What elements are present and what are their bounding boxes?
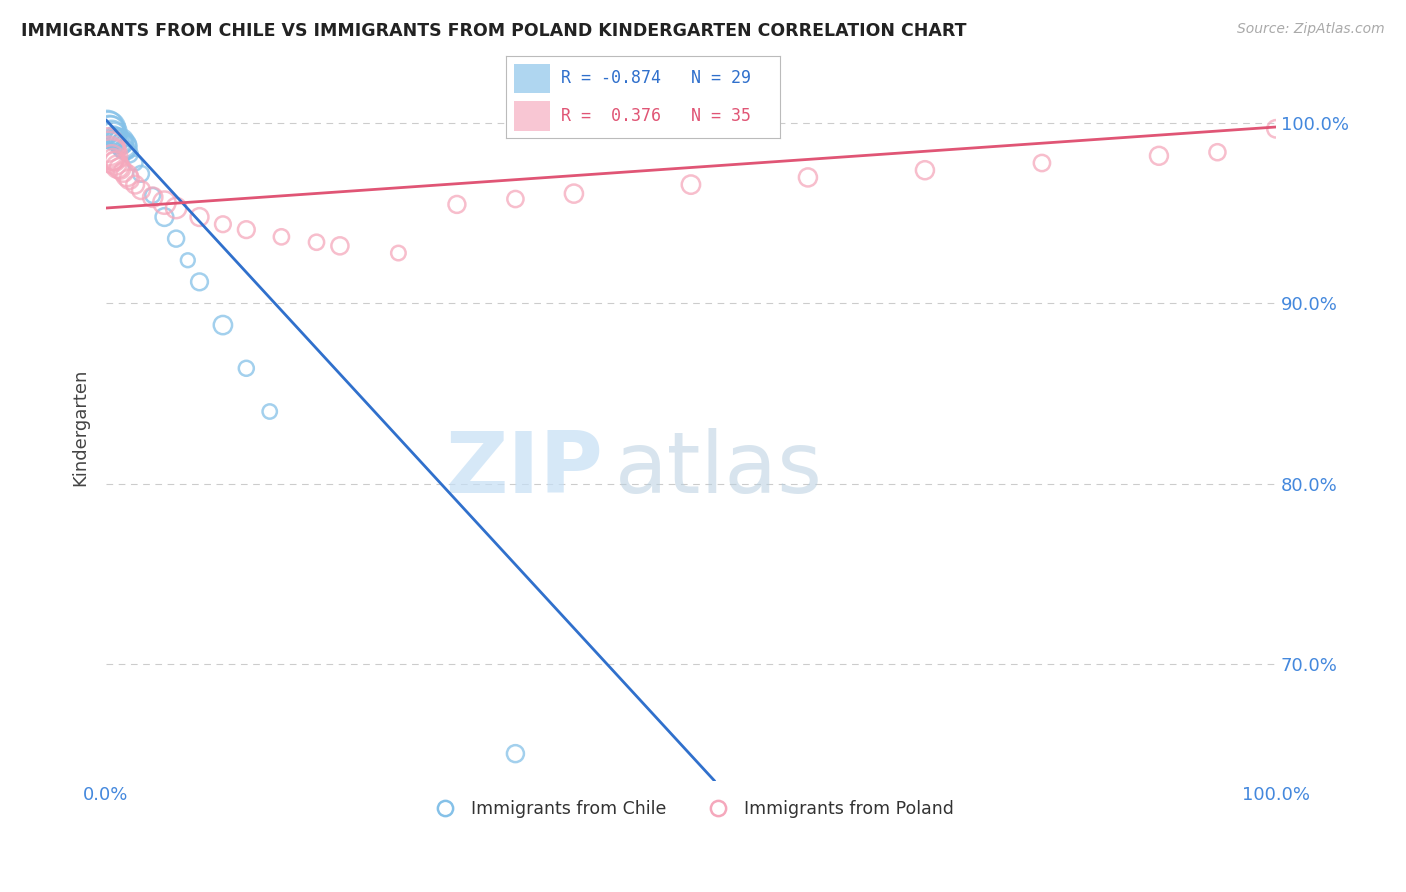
Point — [505, 747, 527, 761]
Point — [305, 235, 328, 250]
Point — [108, 161, 131, 176]
Text: ZIP: ZIP — [446, 428, 603, 511]
Y-axis label: Kindergarten: Kindergarten — [72, 368, 89, 485]
Point — [100, 127, 122, 141]
Point — [1147, 149, 1170, 163]
Point — [188, 210, 211, 224]
Point — [1206, 145, 1229, 160]
Point — [188, 275, 211, 289]
Point — [1265, 121, 1288, 136]
Text: atlas: atlas — [614, 428, 823, 511]
Text: IMMIGRANTS FROM CHILE VS IMMIGRANTS FROM POLAND KINDERGARTEN CORRELATION CHART: IMMIGRANTS FROM CHILE VS IMMIGRANTS FROM… — [21, 22, 966, 40]
Point — [104, 130, 127, 145]
Point — [101, 128, 124, 143]
Point — [97, 142, 120, 156]
Point — [212, 217, 235, 231]
Legend: Immigrants from Chile, Immigrants from Poland: Immigrants from Chile, Immigrants from P… — [420, 793, 962, 825]
Bar — [515, 102, 550, 131]
Point — [100, 125, 122, 139]
Point — [124, 178, 146, 192]
Point — [142, 190, 165, 204]
Point — [914, 163, 936, 178]
Point — [124, 156, 146, 170]
Point — [97, 121, 120, 136]
Text: R = -0.874   N = 29: R = -0.874 N = 29 — [561, 70, 751, 87]
Point — [505, 192, 527, 206]
Point — [103, 128, 125, 143]
Point — [101, 153, 124, 167]
Point — [446, 197, 468, 211]
Point — [115, 169, 138, 183]
Point — [165, 232, 187, 246]
Point — [110, 135, 132, 149]
Point — [165, 201, 187, 215]
Point — [153, 210, 176, 224]
Point — [96, 120, 118, 134]
Point — [142, 188, 165, 202]
Point — [387, 246, 409, 260]
Point — [1031, 156, 1053, 170]
Point — [270, 230, 292, 244]
Point — [105, 130, 128, 145]
Point — [100, 149, 122, 163]
Point — [98, 123, 121, 137]
Point — [114, 140, 136, 154]
Point — [679, 178, 702, 192]
Point — [115, 144, 138, 158]
Point — [111, 136, 134, 151]
Point — [98, 145, 121, 160]
Point — [129, 167, 152, 181]
Text: R =  0.376   N = 35: R = 0.376 N = 35 — [561, 107, 751, 125]
Point — [235, 361, 257, 376]
Point — [103, 154, 125, 169]
Point — [107, 133, 129, 147]
Point — [259, 404, 281, 418]
Point — [129, 183, 152, 197]
Point — [108, 135, 131, 149]
Point — [107, 133, 129, 147]
Point — [100, 151, 122, 165]
Point — [212, 318, 235, 332]
Text: Source: ZipAtlas.com: Source: ZipAtlas.com — [1237, 22, 1385, 37]
Point — [329, 239, 352, 253]
Point — [112, 165, 135, 179]
Point — [104, 156, 127, 170]
Point — [235, 222, 257, 236]
Point — [177, 253, 200, 268]
Point — [118, 172, 141, 186]
Bar — [515, 63, 550, 93]
Point — [96, 138, 118, 153]
Point — [562, 186, 585, 201]
Point — [107, 160, 129, 174]
Point — [153, 195, 176, 210]
Point — [118, 147, 141, 161]
Point — [797, 170, 820, 185]
Point — [112, 138, 135, 153]
